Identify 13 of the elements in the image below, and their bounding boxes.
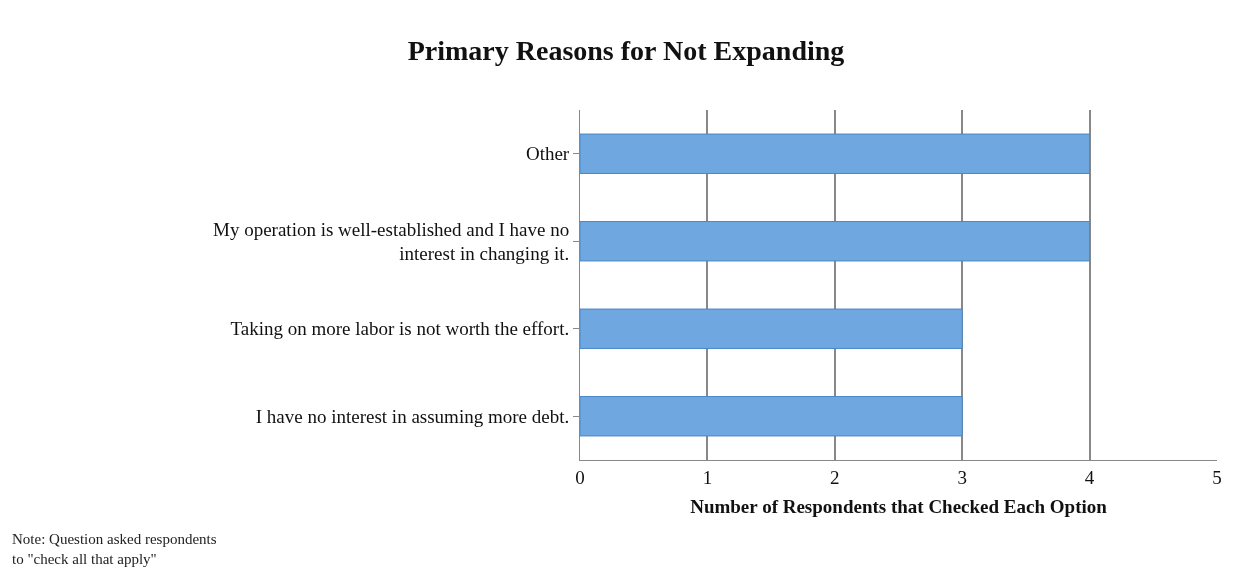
x-tick-label: 5 — [1212, 466, 1222, 488]
x-tick-label: 3 — [957, 466, 967, 488]
x-tick-label: 0 — [575, 466, 585, 488]
chart-title: Primary Reasons for Not Expanding — [407, 35, 845, 67]
x-tick-label: 2 — [830, 466, 840, 488]
y-tick-label: Taking on more labor is not worth the effort. — [230, 318, 570, 340]
y-tick-label: My operation is well-established and I have no interest in changing it. — [213, 218, 570, 265]
x-axis-title: Number of Respondents that Checked Each Option — [690, 495, 1108, 517]
x-tick-label: 1 — [702, 466, 713, 488]
text: Note: Question asked respondents to "check all that apply" — [12, 531, 217, 567]
y-tick-label: Other — [525, 143, 570, 165]
y-tick-label: I have no interest in assuming more debt. — [255, 405, 570, 427]
x-tick-label: 4 — [1084, 466, 1095, 488]
